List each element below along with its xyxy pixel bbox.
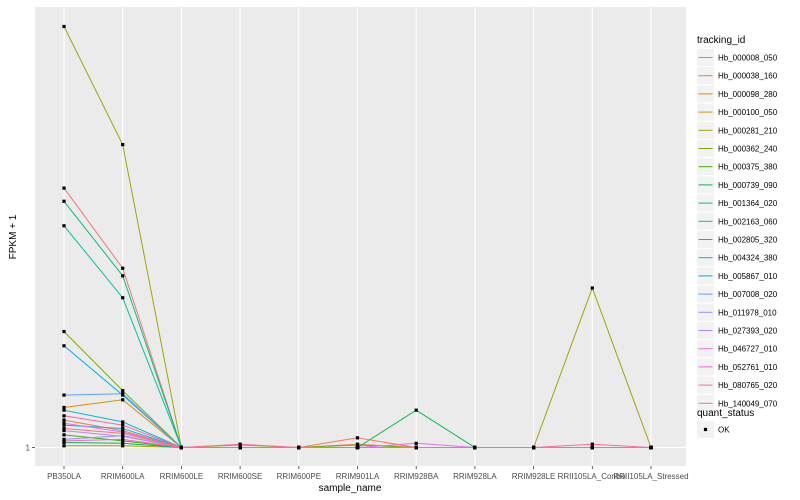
legend-label: Hb_002805_320 (718, 236, 778, 245)
x-tick-label: RRIM901LA (336, 472, 380, 481)
data-point (121, 266, 125, 270)
legend-label: Hb_046727_010 (718, 345, 778, 354)
legend-label: Hb_052761_010 (718, 363, 778, 372)
data-point (121, 392, 125, 396)
x-tick-label: RRIM928LA (453, 472, 497, 481)
data-point (238, 445, 242, 450)
data-point (62, 393, 66, 397)
data-point (62, 444, 66, 448)
data-point (62, 24, 66, 29)
data-point (121, 423, 125, 427)
y-axis-title: FPKM + 1 (8, 214, 19, 259)
data-point (473, 445, 477, 450)
data-point (121, 420, 125, 424)
x-tick-label: RRIM928BA (394, 472, 439, 481)
x-tick-label: PB350LA (47, 472, 81, 481)
legend-label: Hb_005867_010 (718, 272, 778, 281)
data-point (62, 405, 66, 410)
data-point (121, 426, 125, 431)
data-point (62, 414, 66, 418)
data-point (121, 296, 125, 300)
data-point (532, 445, 536, 450)
x-axis-title: sample_name (319, 483, 382, 494)
data-point (414, 445, 418, 450)
data-point (62, 423, 66, 427)
data-point (62, 433, 66, 437)
data-points (62, 24, 653, 450)
legend-label: Hb_007008_020 (718, 290, 778, 299)
data-point (414, 408, 418, 412)
data-point (121, 389, 125, 393)
shape-legend-label: OK (718, 426, 730, 435)
legend-label: Hb_000739_090 (718, 181, 778, 190)
legend-label: Hb_000362_240 (718, 145, 778, 154)
shape-legend-title: quant_status (697, 408, 754, 419)
data-point (62, 329, 66, 334)
x-tick-label: RRIM600SE (218, 472, 262, 481)
shape-legend-marker (703, 427, 708, 432)
data-point (238, 442, 242, 446)
data-point (355, 443, 360, 447)
legend-label: Hb_027393_020 (718, 327, 778, 336)
legend-label: Hb_011978_010 (718, 308, 777, 317)
grid-lines (35, 7, 686, 466)
data-point (62, 428, 66, 433)
data-point (355, 436, 360, 440)
legend-label: Hb_000281_210 (718, 126, 778, 135)
data-point (62, 344, 66, 348)
data-point (121, 274, 125, 278)
data-point (121, 398, 125, 402)
data-point (121, 143, 125, 147)
x-tick-label: RRIM600LE (160, 472, 204, 481)
data-point (62, 439, 66, 443)
plot-background (35, 7, 686, 466)
data-point (121, 431, 125, 435)
data-point (590, 445, 594, 450)
data-point (62, 426, 66, 431)
x-tick-label: RRIM600LA (101, 472, 145, 481)
data-point (649, 445, 653, 450)
legend-label: Hb_002163_060 (718, 217, 778, 226)
x-axis: PB350LA RRIM600LA RRIM600LE RRIM600SE RRIM60… (47, 466, 689, 481)
data-point (121, 444, 125, 448)
data-point (62, 408, 66, 412)
x-tick-label: RRIM600PE (277, 472, 321, 481)
data-point (414, 441, 418, 445)
legend-label: Hb_080765_020 (718, 381, 778, 390)
legend-label: Hb_000100_050 (718, 108, 778, 117)
data-point (62, 421, 66, 425)
data-point (121, 441, 125, 445)
legend-label: Hb_000098_280 (718, 90, 778, 99)
legend-label: Hb_000008_050 (718, 54, 778, 63)
data-point (590, 286, 594, 290)
data-point (297, 445, 301, 450)
data-point (62, 199, 66, 203)
x-tick-label: RRIM928LE (512, 472, 556, 481)
legend-label: Hb_004324_380 (718, 254, 778, 263)
x-tick-label: RRII105LA_Stressed (613, 472, 688, 481)
data-point (62, 418, 66, 422)
x-tick-label: RRII105LA_Control (558, 472, 628, 481)
y-axis: 1 (26, 444, 35, 453)
data-point (121, 437, 125, 441)
data-point (62, 186, 66, 190)
y-tick-label: 1 (26, 444, 31, 453)
legend: tracking_id Hb_000008_050 Hb_000038_160 Hb… (697, 35, 778, 438)
data-point (62, 224, 66, 228)
legend-label: Hb_001364_020 (718, 199, 778, 208)
data-point (121, 434, 125, 438)
legend-label: Hb_000375_380 (718, 163, 778, 172)
data-point (590, 442, 594, 446)
legend-title: tracking_id (697, 35, 745, 46)
data-point (179, 445, 183, 450)
legend-label: Hb_000038_160 (718, 72, 778, 81)
legend-label: Hb_140049_070 (718, 399, 778, 408)
data-point (355, 445, 360, 450)
